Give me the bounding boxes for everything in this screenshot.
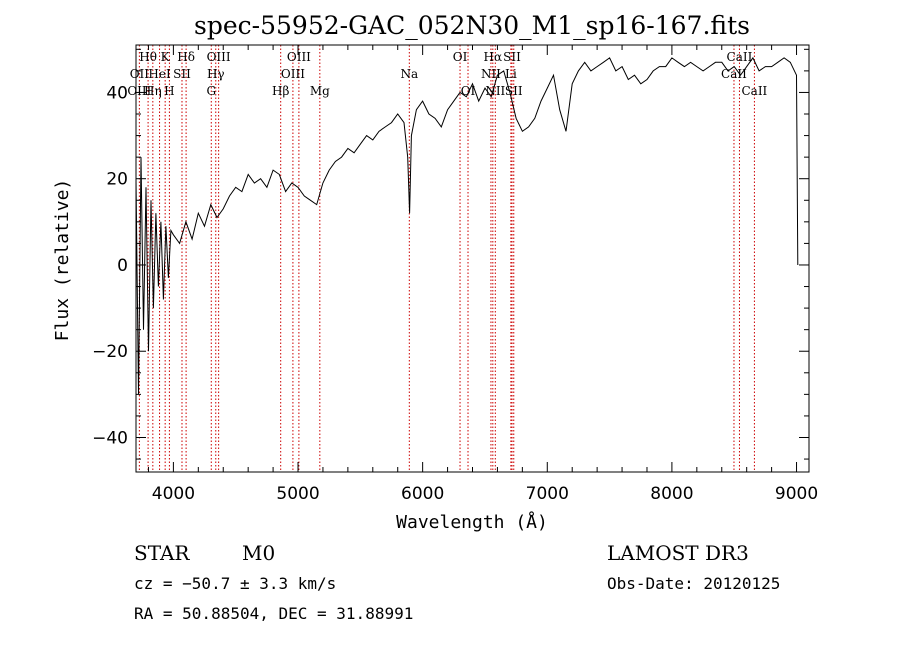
line-label-15: Mg — [310, 84, 330, 98]
object-class: STAR — [134, 541, 190, 565]
x-tick-label-9000: 9000 — [775, 484, 818, 504]
y-tick-label--40: −40 — [92, 428, 128, 448]
x-axis: 4000 5000 6000 7000 8000 9000 — [147, 45, 818, 504]
y-tick-label-0: 0 — [117, 256, 128, 276]
spectral-line-labels: Hθ OII OIII K HeI Hη Hδ SII H OIII Hγ G Hβ OIII OIII Mg… — [127, 50, 767, 98]
line-label-19: Hα — [484, 50, 503, 64]
x-axis-label: Wavelength (Å) — [396, 511, 548, 533]
line-label-14: OIII — [281, 67, 305, 81]
y-axis-label: Flux (relative) — [52, 179, 73, 342]
line-label-20: NII — [481, 67, 501, 81]
line-label-17: OI — [453, 50, 468, 64]
line-label-6: Hδ — [177, 50, 195, 64]
line-label-3: K — [161, 50, 171, 64]
line-label-0: Hθ — [139, 50, 157, 64]
ra-dec: RA = 50.88504, DEC = 31.88991 — [134, 604, 413, 623]
x-tick-label-4000: 4000 — [152, 484, 195, 504]
x-tick-label-6000: 6000 — [401, 484, 444, 504]
line-label-5: Hη — [144, 84, 162, 98]
line-label-22: SII — [503, 50, 521, 64]
line-label-8: H — [164, 84, 174, 98]
spectrum-line — [135, 56, 799, 395]
line-label-25: CaII — [727, 50, 753, 64]
y-tick-label--20: −20 — [92, 342, 128, 362]
y-axis: −40 −20 0 20 40 — [92, 48, 809, 460]
observation-date: Obs-Date: 20120125 — [607, 574, 780, 593]
chart-title: spec-55952-GAC_052N30_M1_sp16-167.fits — [194, 11, 750, 40]
spectral-line-markers — [138, 45, 755, 472]
object-subclass: M0 — [242, 541, 275, 565]
line-label-27: CaII — [741, 84, 767, 98]
line-label-4: HeI — [148, 67, 171, 81]
survey-name: LAMOST DR3 — [607, 541, 749, 565]
plot-frame — [135, 44, 810, 473]
line-label-7: SII — [173, 67, 191, 81]
line-label-1: OII — [130, 67, 150, 81]
x-tick-label-7000: 7000 — [526, 484, 569, 504]
line-label-13: OIII — [287, 50, 311, 64]
line-label-26: CaII — [721, 67, 747, 81]
line-label-12: Hβ — [272, 84, 289, 98]
line-label-18: OI — [461, 84, 476, 98]
line-label-21: NII — [485, 84, 505, 98]
line-label-23: Li — [505, 67, 517, 81]
redshift-cz: cz = −50.7 ± 3.3 km/s — [134, 574, 336, 593]
x-tick-label-5000: 5000 — [276, 484, 319, 504]
line-label-11: G — [206, 84, 216, 98]
y-tick-label-40: 40 — [106, 83, 128, 103]
y-tick-label-20: 20 — [106, 170, 128, 190]
line-label-2: OIII — [127, 84, 151, 98]
line-label-16: Na — [400, 67, 418, 81]
line-label-9: OIII — [207, 50, 231, 64]
line-label-24: SII — [505, 84, 523, 98]
line-label-10: Hγ — [207, 67, 225, 81]
x-tick-label-8000: 8000 — [650, 484, 693, 504]
